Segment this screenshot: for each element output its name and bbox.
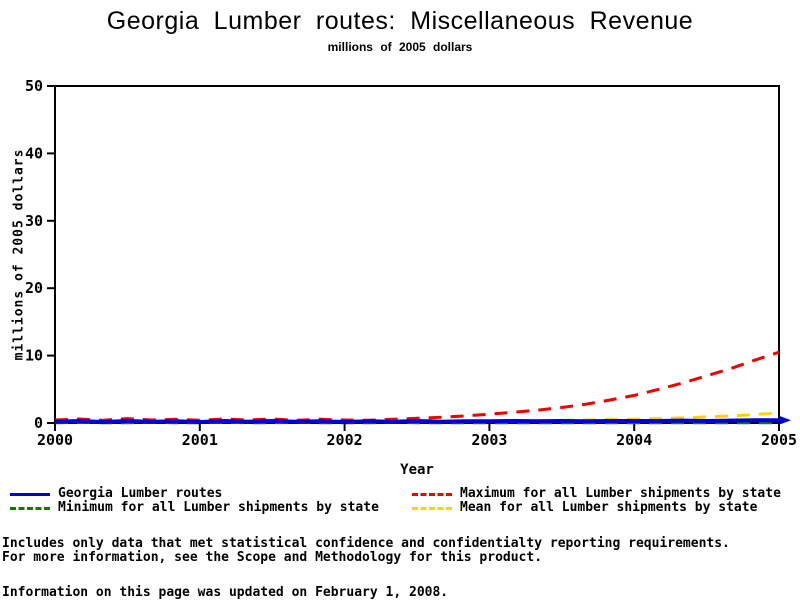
legend-item-minimum: Minimum for all Lumber shipments by stat…: [10, 501, 379, 515]
legend-line-swatch-green-dashed: [10, 506, 50, 510]
svg-text:2001: 2001: [182, 431, 218, 449]
svg-text:20: 20: [25, 279, 43, 297]
chart-title: Georgia Lumber routes: Miscellaneous Rev…: [106, 7, 694, 35]
svg-text:2005: 2005: [761, 431, 797, 449]
legend-line-swatch-gold-dashed: [412, 506, 452, 510]
legend-line-swatch-red-dashed: [412, 492, 452, 496]
svg-text:2003: 2003: [471, 431, 507, 449]
legend-item-georgia-routes: Georgia Lumber routes: [10, 487, 222, 501]
legend-label: Minimum for all Lumber shipments by stat…: [58, 500, 379, 515]
plot-svg: 0 10 20 30 40 50 2000 2001 2002 2003 2004 2005: [25, 77, 797, 449]
legend-item-maximum: Maximum for all Lumber shipments by stat…: [412, 487, 781, 501]
footnote-confidentiality: Includes only data that met statistical …: [2, 536, 730, 551]
y-axis-title-text: millions of 2005 dollars: [11, 148, 27, 361]
svg-text:0: 0: [34, 414, 43, 432]
legend-label: Maximum for all Lumber shipments by stat…: [460, 486, 781, 501]
svg-text:40: 40: [25, 144, 43, 162]
footnote-methodology: For more information, see the Scope and …: [2, 550, 543, 565]
svg-text:2002: 2002: [327, 431, 363, 449]
plot-area: 0 10 20 30 40 50 2000 2001 2002 2003 2004 2005: [25, 77, 797, 449]
legend-line-swatch-blue-solid: [10, 492, 50, 496]
y-axis-title: millions of 2005 dollars: [10, 86, 28, 423]
legend-label: Georgia Lumber routes: [58, 486, 223, 501]
legend-item-mean: Mean for all Lumber shipments by state: [412, 501, 757, 515]
x-axis-title: Year: [400, 462, 434, 478]
svg-text:2004: 2004: [616, 431, 652, 449]
legend-label: Mean for all Lumber shipments by state: [460, 500, 758, 515]
footnote-updated-date: Information on this page was updated on …: [2, 585, 449, 600]
svg-text:2000: 2000: [37, 431, 73, 449]
chart-subtitle: millions of 2005 dollars: [327, 40, 473, 54]
svg-text:50: 50: [25, 77, 43, 95]
svg-text:10: 10: [25, 347, 43, 365]
svg-text:30: 30: [25, 212, 43, 230]
